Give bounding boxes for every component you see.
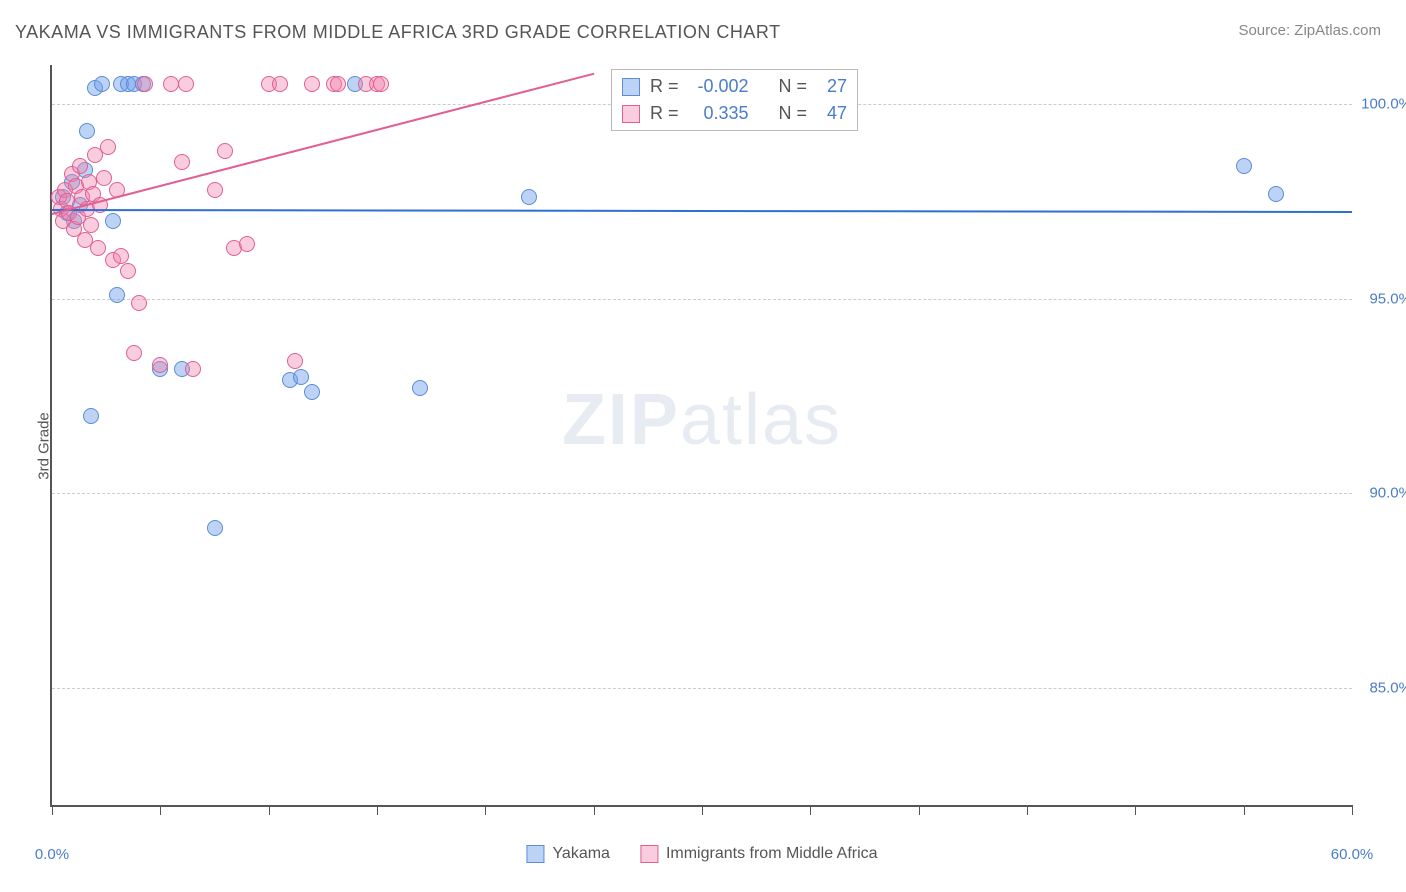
scatter-point [217,143,233,159]
legend-row: R = -0.002 N = 27 [622,76,847,97]
legend-swatch [622,78,640,96]
plot-area: ZIPatlas 85.0%90.0%95.0%100.0%0.0%60.0%R… [50,65,1352,807]
x-tick-label: 0.0% [35,846,69,863]
legend-swatch [640,845,658,863]
x-tick [1135,805,1136,815]
scatter-point [239,236,255,252]
scatter-point [120,263,136,279]
x-tick [702,805,703,815]
scatter-point [412,380,428,396]
gridline [52,299,1352,300]
n-value: 47 [817,103,847,124]
x-tick [377,805,378,815]
scatter-point [105,213,121,229]
scatter-point [1268,186,1284,202]
scatter-point [72,158,88,174]
x-tick [810,805,811,815]
x-tick [1352,805,1353,815]
scatter-point [207,182,223,198]
x-tick [594,805,595,815]
legend-label: Immigrants from Middle Africa [666,845,878,863]
scatter-point [100,139,116,155]
legend-label: Yakama [552,845,610,863]
scatter-point [113,248,129,264]
x-tick [485,805,486,815]
scatter-point [83,217,99,233]
scatter-point [1236,158,1252,174]
legend-row: R = 0.335 N = 47 [622,103,847,124]
scatter-point [207,520,223,536]
chart-title: YAKAMA VS IMMIGRANTS FROM MIDDLE AFRICA … [15,22,781,43]
scatter-point [185,361,201,377]
scatter-point [96,170,112,186]
x-tick [919,805,920,815]
trend-line [52,209,1352,213]
x-tick [160,805,161,815]
correlation-legend: R = -0.002 N = 27 R = 0.335 N = 47 [611,69,858,131]
scatter-point [152,357,168,373]
x-tick [52,805,53,815]
r-label: R = [650,76,679,97]
r-value: -0.002 [689,76,749,97]
x-tick [1027,805,1028,815]
gridline [52,688,1352,689]
gridline [52,493,1352,494]
trend-line [52,73,594,215]
n-label: N = [779,103,808,124]
chart-container: YAKAMA VS IMMIGRANTS FROM MIDDLE AFRICA … [0,0,1406,892]
scatter-point [109,287,125,303]
scatter-point [304,76,320,92]
scatter-point [287,353,303,369]
y-tick-label: 85.0% [1357,680,1406,697]
series-legend: Yakama Immigrants from Middle Africa [526,845,877,863]
r-label: R = [650,103,679,124]
scatter-point [163,76,179,92]
scatter-point [94,76,110,92]
x-tick [269,805,270,815]
watermark: ZIPatlas [562,379,842,461]
legend-item: Yakama [526,845,610,863]
scatter-point [330,76,346,92]
y-tick-label: 90.0% [1357,485,1406,502]
scatter-point [272,76,288,92]
legend-item: Immigrants from Middle Africa [640,845,878,863]
n-value: 27 [817,76,847,97]
scatter-point [174,154,190,170]
scatter-point [90,240,106,256]
y-tick-label: 100.0% [1357,95,1406,112]
scatter-point [83,408,99,424]
scatter-point [137,76,153,92]
r-value: 0.335 [689,103,749,124]
legend-swatch [622,105,640,123]
scatter-point [293,369,309,385]
legend-swatch [526,845,544,863]
n-label: N = [779,76,808,97]
scatter-point [126,345,142,361]
source-attribution: Source: ZipAtlas.com [1238,22,1381,39]
x-tick-label: 60.0% [1331,846,1374,863]
scatter-point [304,384,320,400]
scatter-point [178,76,194,92]
y-tick-label: 95.0% [1357,290,1406,307]
scatter-point [521,189,537,205]
scatter-point [79,123,95,139]
scatter-point [373,76,389,92]
scatter-point [131,295,147,311]
x-tick [1244,805,1245,815]
